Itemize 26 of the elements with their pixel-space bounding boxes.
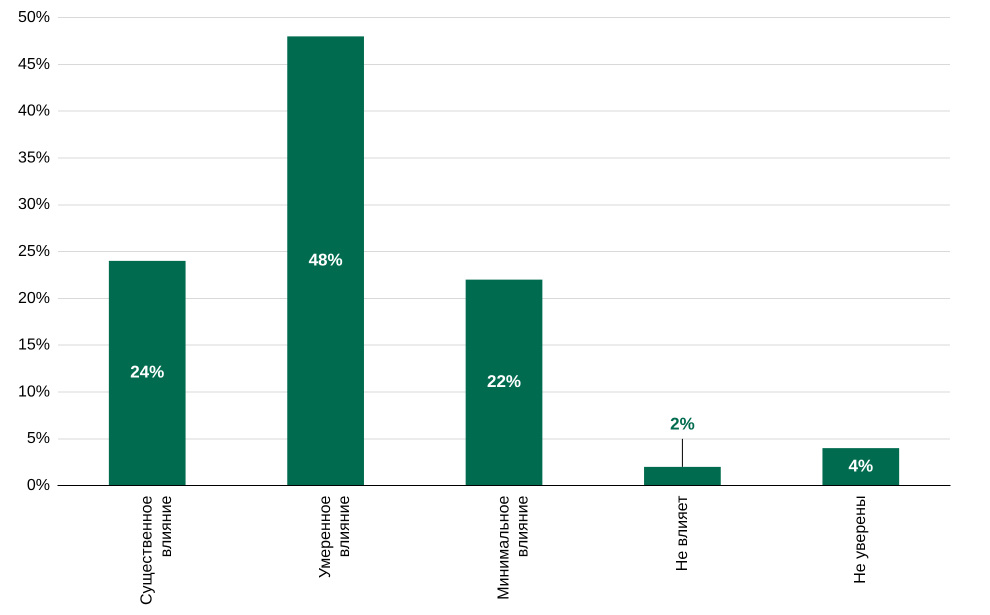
x-tick-label: Не уверены	[852, 496, 870, 584]
data-label: 24%	[130, 362, 164, 382]
y-tick-label: 30%	[18, 196, 50, 214]
bar	[644, 466, 721, 486]
y-tick-label: 20%	[18, 290, 50, 307]
data-label: 4%	[848, 456, 874, 476]
y-tick-label: 45%	[18, 56, 50, 73]
data-label: 22%	[486, 372, 522, 392]
data-label: 2%	[670, 414, 695, 434]
y-tick-label: 0%	[26, 476, 50, 494]
bar	[466, 280, 542, 486]
x-tick-label: Умеренное влияние	[317, 495, 354, 578]
y-tick-label: 15%	[18, 336, 50, 354]
x-tick-label: Не влияет	[674, 494, 691, 572]
y-tick-label: 40%	[18, 102, 50, 120]
y-tick-label: 5%	[26, 430, 50, 448]
y-tick-label: 25%	[18, 242, 50, 260]
y-tick-label: 10%	[18, 383, 50, 400]
bar	[822, 448, 900, 486]
data-label: 48%	[308, 250, 343, 270]
x-tick-label: Минимальное влияние	[495, 495, 532, 600]
bar	[287, 36, 364, 486]
x-tick-label: Существенное влияние	[138, 495, 175, 605]
y-tick-label: 50%	[18, 9, 50, 26]
bar	[108, 260, 186, 486]
y-tick-label: 35%	[18, 149, 50, 166]
